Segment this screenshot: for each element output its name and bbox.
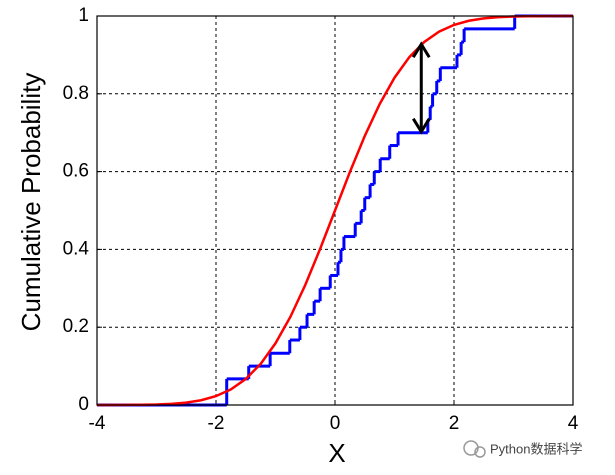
plot-frame [96,15,574,406]
x-tick-label: 0 [330,413,341,434]
arrow-head [411,41,431,59]
x-tick-label: -4 [89,413,106,434]
x-tick-label: 4 [568,413,579,434]
x-tick-label: 2 [449,413,460,434]
y-tick-label: 0.2 [63,316,89,337]
y-axis-label: Cumulative Probability [16,73,46,332]
watermark: Python数据科学 [490,441,582,456]
x-tick-label: -2 [208,413,225,434]
y-tick-label: 0.8 [63,83,89,104]
cdf-line [96,14,574,407]
y-tick-label: 0.6 [63,161,89,182]
y-tick-label: 1 [78,5,89,26]
watermark-icon [463,440,486,458]
y-tick-label: 0 [78,394,89,415]
arrow-head [411,117,431,135]
x-axis-label: X [328,438,345,468]
y-tick-label: 0.4 [63,238,90,259]
